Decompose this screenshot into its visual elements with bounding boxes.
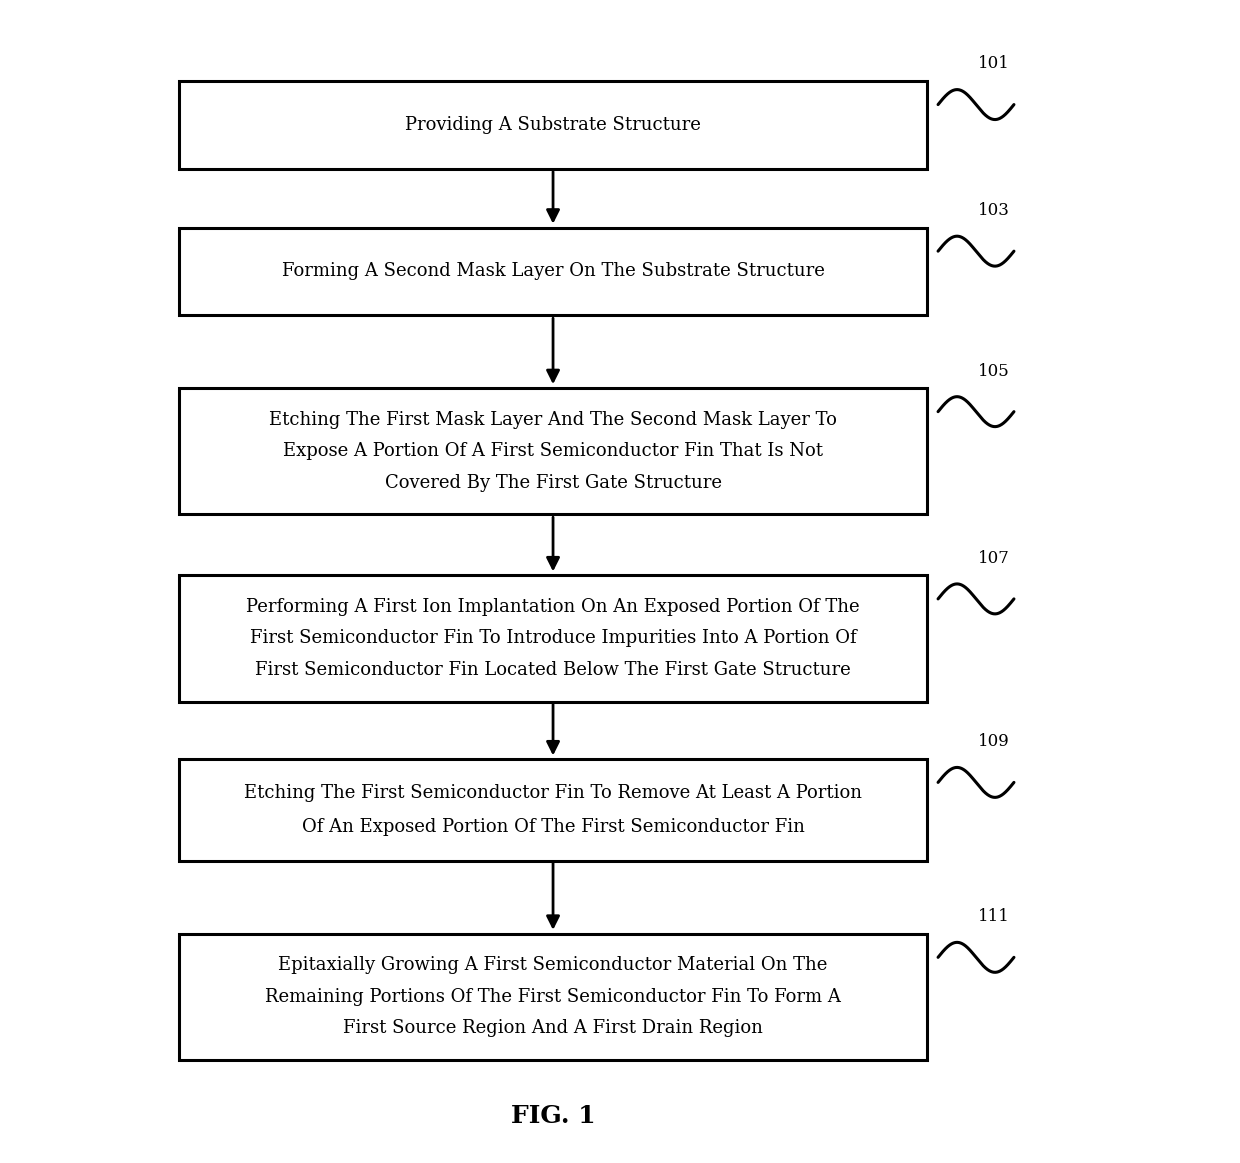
Text: 101: 101 — [978, 56, 1009, 72]
FancyBboxPatch shape — [179, 81, 926, 169]
Text: Epitaxially Growing A First Semiconductor Material On The: Epitaxially Growing A First Semiconducto… — [278, 956, 828, 975]
Text: Performing A First Ion Implantation On An Exposed Portion Of The: Performing A First Ion Implantation On A… — [247, 598, 859, 616]
Text: Forming A Second Mask Layer On The Substrate Structure: Forming A Second Mask Layer On The Subst… — [281, 263, 825, 280]
FancyBboxPatch shape — [179, 228, 926, 315]
Text: First Semiconductor Fin To Introduce Impurities Into A Portion Of: First Semiconductor Fin To Introduce Imp… — [249, 629, 857, 648]
FancyBboxPatch shape — [179, 576, 926, 701]
Text: Covered By The First Gate Structure: Covered By The First Gate Structure — [384, 473, 722, 492]
Text: FIG. 1: FIG. 1 — [511, 1104, 595, 1128]
Text: Providing A Substrate Structure: Providing A Substrate Structure — [405, 116, 701, 134]
Text: Remaining Portions Of The First Semiconductor Fin To Form A: Remaining Portions Of The First Semicond… — [265, 987, 841, 1006]
FancyBboxPatch shape — [179, 388, 926, 514]
Text: 107: 107 — [978, 550, 1009, 566]
Text: Etching The First Semiconductor Fin To Remove At Least A Portion: Etching The First Semiconductor Fin To R… — [244, 784, 862, 801]
Text: 105: 105 — [978, 363, 1009, 379]
Text: First Source Region And A First Drain Region: First Source Region And A First Drain Re… — [343, 1020, 763, 1037]
Text: 103: 103 — [978, 202, 1009, 219]
Text: First Semiconductor Fin Located Below The First Gate Structure: First Semiconductor Fin Located Below Th… — [255, 661, 851, 679]
Text: 111: 111 — [978, 908, 1009, 926]
Text: Expose A Portion Of A First Semiconductor Fin That Is Not: Expose A Portion Of A First Semiconducto… — [283, 442, 823, 461]
Text: 109: 109 — [978, 734, 1009, 750]
FancyBboxPatch shape — [179, 934, 926, 1059]
Text: Of An Exposed Portion Of The First Semiconductor Fin: Of An Exposed Portion Of The First Semic… — [301, 818, 805, 836]
FancyBboxPatch shape — [179, 758, 926, 861]
Text: Etching The First Mask Layer And The Second Mask Layer To: Etching The First Mask Layer And The Sec… — [269, 411, 837, 429]
